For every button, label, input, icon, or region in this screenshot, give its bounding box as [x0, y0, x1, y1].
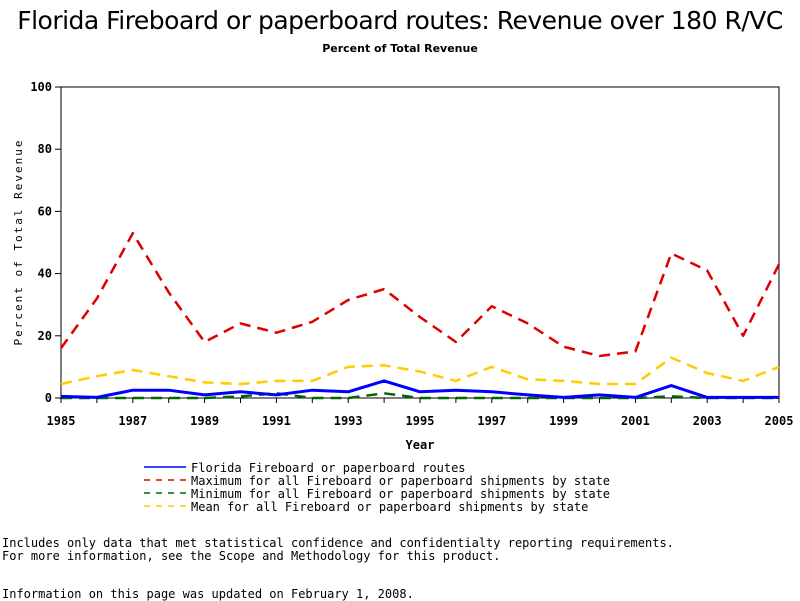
series-line-1 [59, 231, 781, 358]
x-axis-label: Year [406, 438, 435, 452]
chart-title: Florida Fireboard or paperboard routes: … [17, 6, 783, 35]
x-tick-label: 1989 [190, 414, 219, 428]
y-tick-label: 20 [38, 329, 52, 343]
footnote-confidence: Includes only data that met statistical … [2, 536, 674, 550]
footnote-updated: Information on this page was updated on … [2, 587, 414, 601]
legend-label-2: Minimum for all Fireboard or paperboard … [191, 487, 610, 501]
series-layer [59, 231, 781, 400]
legend-label-3: Mean for all Fireboard or paperboard shi… [191, 500, 588, 514]
x-tick-label: 1985 [47, 414, 76, 428]
x-tick-label: 2001 [621, 414, 650, 428]
y-tick-label: 100 [30, 80, 52, 94]
x-tick-label: 2005 [765, 414, 794, 428]
y-tick-label: 80 [38, 142, 52, 156]
legend: Florida Fireboard or paperboard routesMa… [144, 461, 610, 514]
y-tick-label: 0 [45, 391, 52, 405]
series-line-0 [60, 379, 779, 399]
x-tick-label: 1993 [334, 414, 363, 428]
series-line-3 [60, 356, 780, 386]
footnote-methodology: For more information, see the Scope and … [2, 549, 501, 563]
y-tick-label: 60 [38, 204, 52, 218]
legend-label-1: Maximum for all Fireboard or paperboard … [191, 474, 610, 488]
x-tick-label: 1991 [262, 414, 291, 428]
x-tick-label: 1997 [477, 414, 506, 428]
y-tick-label: 40 [38, 267, 52, 281]
x-axis: 1985 1987 1989 1991 1993 1995 1997 1999 2001 2003… [47, 398, 794, 428]
series-line-2 [61, 392, 779, 400]
x-tick-label: 1987 [118, 414, 147, 428]
y-axis-label: Percent of Total Revenue [12, 139, 25, 346]
legend-label-0: Florida Fireboard or paperboard routes [191, 461, 466, 475]
x-tick-label: 1995 [406, 414, 435, 428]
x-tick-label: 1999 [549, 414, 578, 428]
y-axis: 0 20 40 60 80 100 [30, 80, 61, 405]
chart-subtitle: Percent of Total Revenue [322, 42, 478, 55]
plot-area [60, 86, 780, 399]
x-tick-label: 2003 [693, 414, 722, 428]
